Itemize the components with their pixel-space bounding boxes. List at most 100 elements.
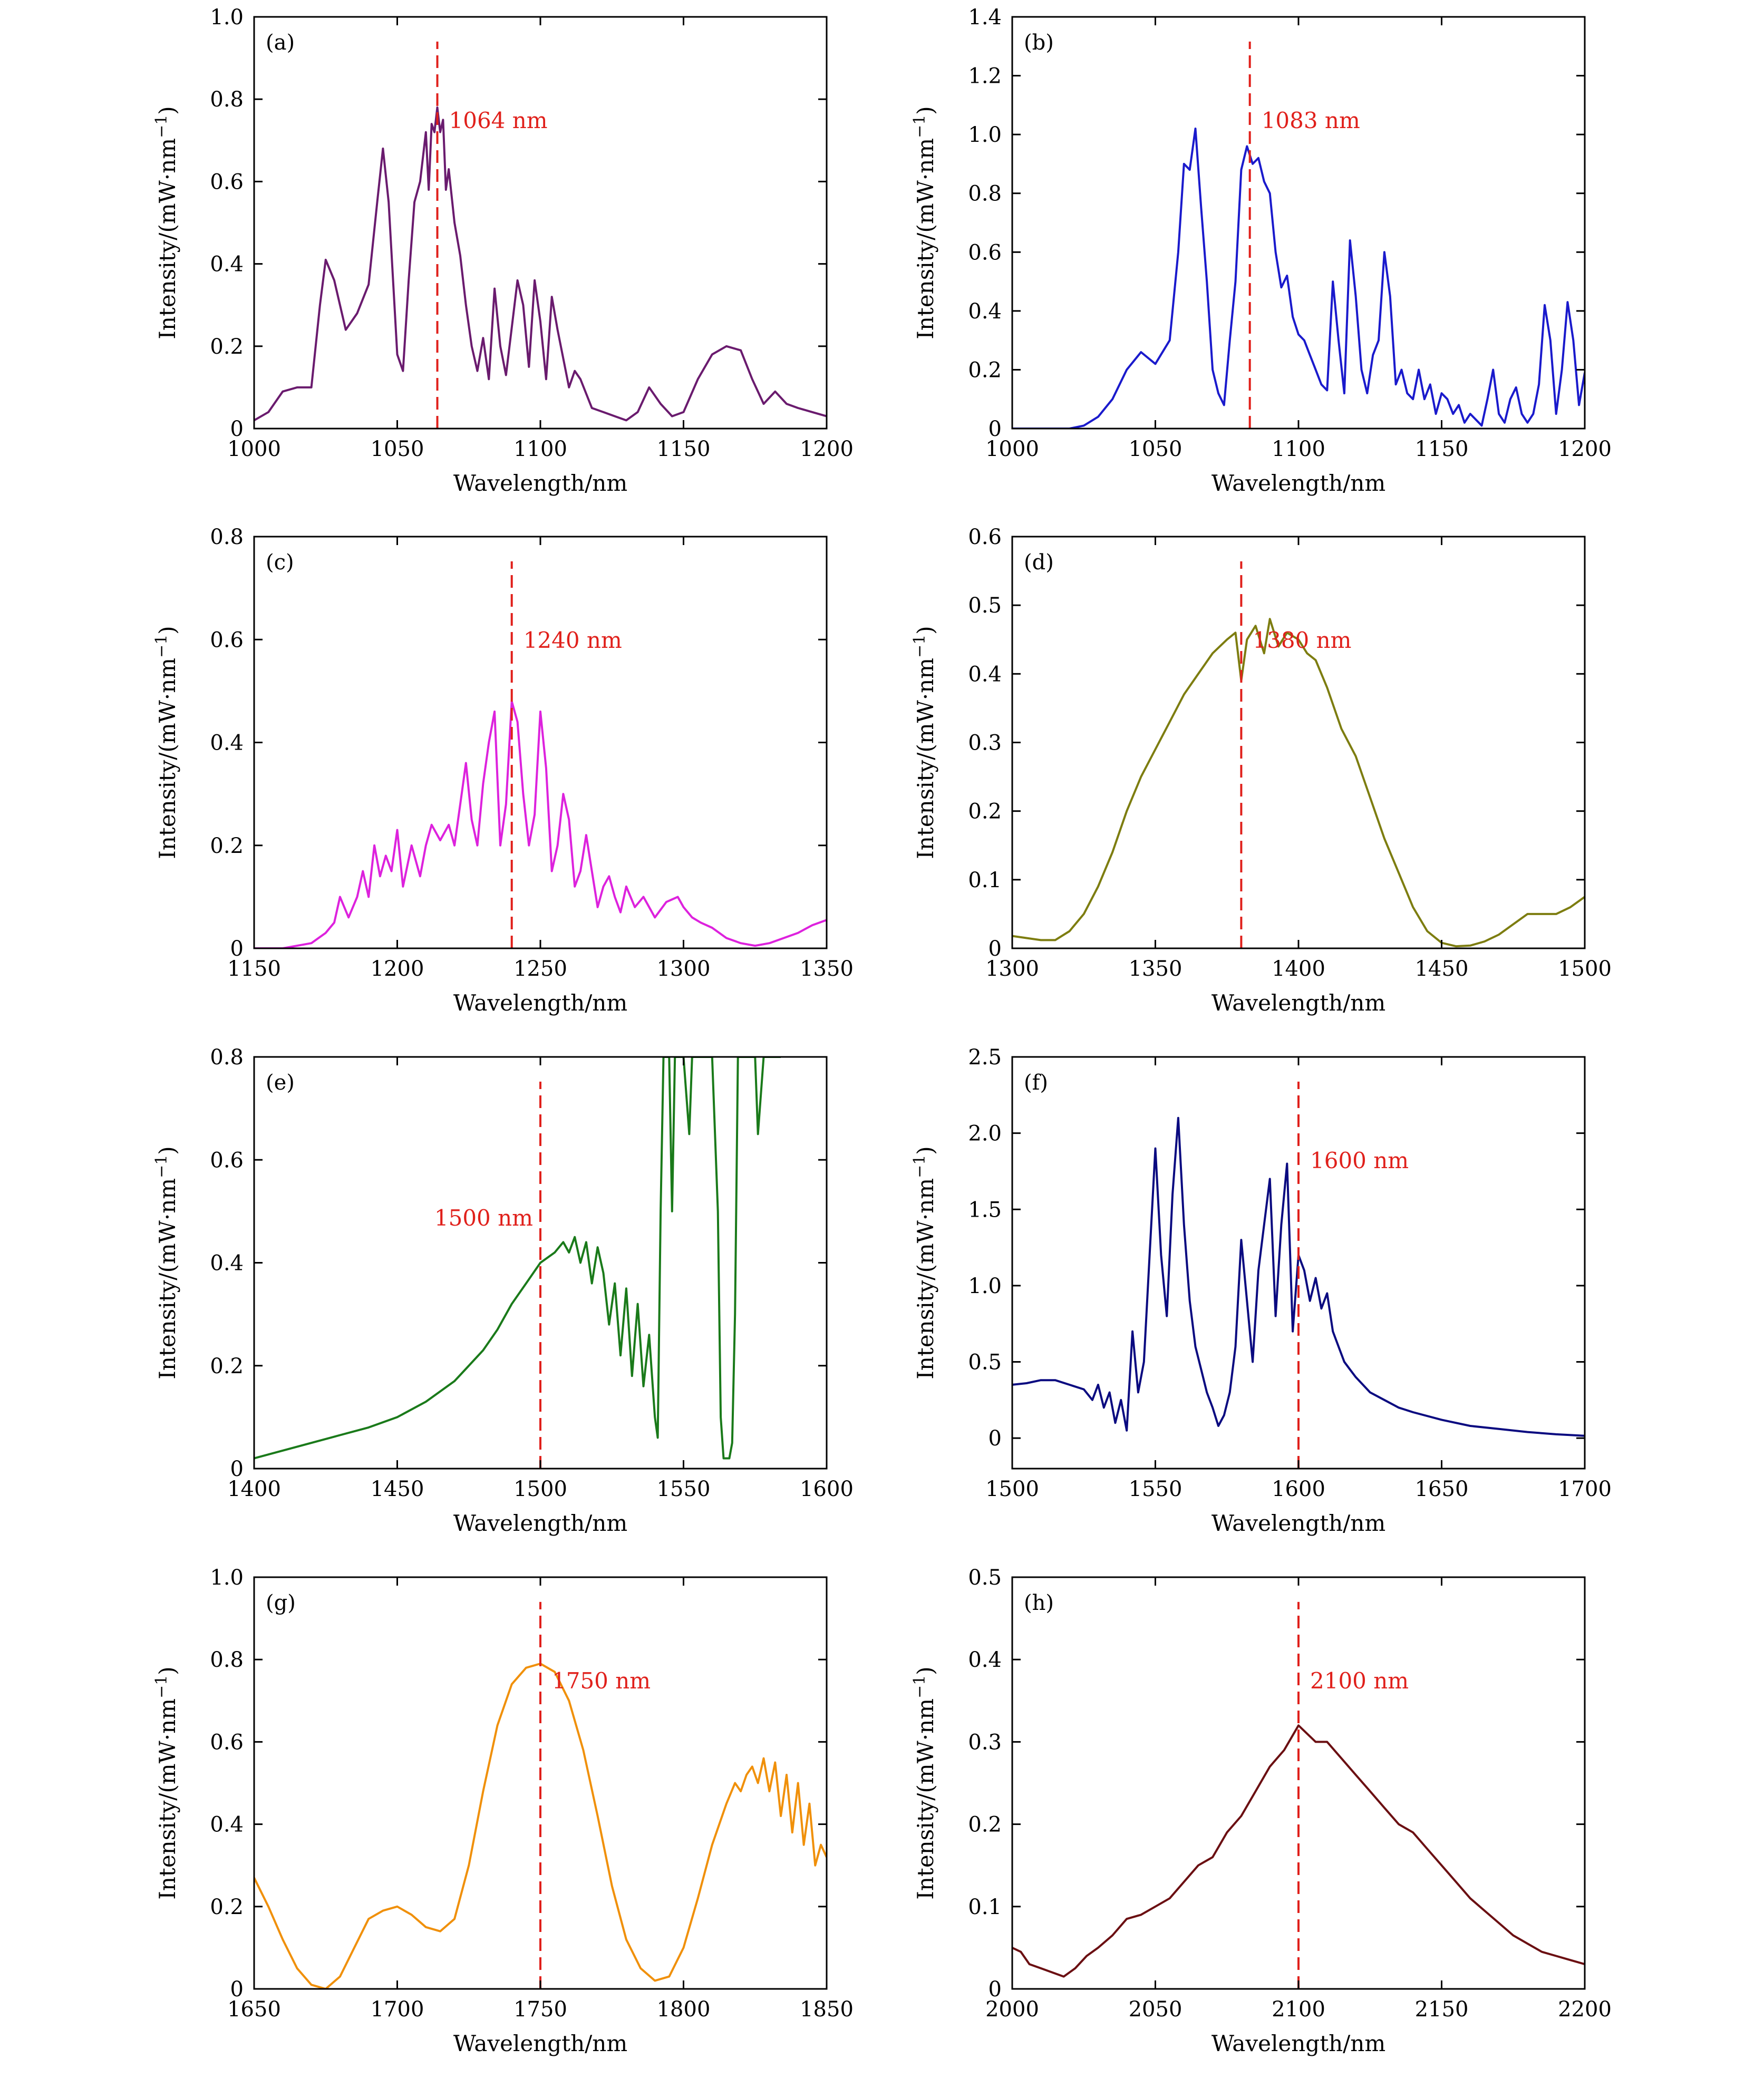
y-tick-label: 0	[230, 417, 244, 441]
y-tick-label: 0.5	[968, 1566, 1002, 1590]
y-tick-label: 0.6	[968, 240, 1002, 265]
y-axis-title-main: Intensity/(mW·nm	[913, 658, 938, 859]
x-tick-label: 1200	[800, 437, 854, 461]
y-tick-label: 0.4	[968, 1648, 1002, 1672]
chart-panel-c: 1240 nm (c) 1150 1200 1250 1300 1350 0 0.2 0.4 0.6…	[152, 525, 854, 1016]
y-tick-label: 0.8	[210, 525, 244, 549]
x-tick-label: 1100	[1272, 437, 1325, 461]
y-tick-label: 1.4	[968, 5, 1002, 30]
peak-label: 1500 nm	[434, 1205, 533, 1231]
x-tick-label: 1150	[1415, 437, 1469, 461]
x-tick-label: 1650	[1415, 1477, 1469, 1501]
y-tick-label: 0.6	[210, 628, 244, 652]
x-tick-label: 1400	[1272, 957, 1325, 981]
y-tick-label: 0.1	[968, 868, 1002, 892]
y-axis-title-sup: −1	[910, 1155, 929, 1178]
y-tick-label: 0.2	[968, 1813, 1002, 1837]
y-tick-label: 0.6	[210, 170, 244, 194]
y-tick-label: 0.2	[210, 335, 244, 359]
y-axis-title-main: Intensity/(mW·nm	[154, 1698, 180, 1900]
y-tick-label: 0	[988, 937, 1002, 961]
y-tick-label: 0.3	[968, 1730, 1002, 1754]
x-tick-label: 1500	[1558, 957, 1612, 981]
y-axis-title-close: )	[154, 106, 180, 114]
x-tick-label: 1150	[657, 437, 711, 461]
chart-panel-e: 1500 nm (e) 1400 1450 1500 1550 1600 0 0.2 0.4 0.6…	[152, 1045, 854, 1536]
y-tick-label: 0	[230, 1457, 244, 1481]
peak-label: 1750 nm	[552, 1668, 651, 1694]
y-axis-title: Intensity/(mW·nm−1)	[910, 1666, 938, 1899]
y-axis-title-sup: −1	[152, 115, 171, 138]
y-axis-title-close: )	[913, 106, 938, 114]
y-axis-title-main: Intensity/(mW·nm	[913, 1178, 938, 1380]
y-axis-title-close: )	[154, 1146, 180, 1154]
panel-label: (c)	[266, 550, 294, 575]
y-tick-label: 1.0	[210, 5, 244, 30]
peak-label: 1240 nm	[524, 627, 622, 653]
y-tick-label: 0.2	[968, 358, 1002, 382]
x-tick-label: 1200	[1558, 437, 1612, 461]
chart-panel-g: 1750 nm (g) 1650 1700 1750 1800 1850 0 0.2 0.4 0.6…	[152, 1566, 854, 2056]
x-tick-label: 2150	[1415, 1997, 1469, 2022]
y-tick-label: 0.3	[968, 731, 1002, 755]
y-axis-title-close: )	[154, 626, 180, 634]
y-tick-label: 0.4	[210, 1251, 244, 1276]
x-tick-label: 2050	[1129, 1997, 1183, 2022]
y-tick-label: 2.5	[968, 1045, 1002, 1070]
y-axis-title-main: Intensity/(mW·nm	[913, 138, 938, 339]
series-line	[254, 700, 827, 948]
plot-frame	[253, 16, 828, 430]
y-tick-label: 0	[988, 1426, 1002, 1451]
y-tick-label: 0.8	[968, 182, 1002, 206]
y-tick-label: 0.8	[210, 1045, 244, 1070]
y-tick-label: 0.5	[968, 594, 1002, 618]
x-tick-label: 1700	[371, 1997, 424, 2022]
panel-label: (h)	[1024, 1591, 1054, 1615]
panel-label: (b)	[1024, 31, 1054, 55]
y-axis-title: Intensity/(mW·nm−1)	[910, 1146, 938, 1379]
y-axis-title-sup: −1	[152, 1675, 171, 1698]
series-line	[1012, 1116, 1585, 1437]
x-tick-label: 1050	[371, 437, 424, 461]
y-tick-label: 0.6	[210, 1148, 244, 1172]
series-line	[1012, 618, 1585, 948]
x-tick-label: 1600	[800, 1477, 854, 1501]
series-line	[254, 1663, 827, 1989]
y-tick-label: 0.6	[210, 1730, 244, 1754]
peak-label: 1600 nm	[1310, 1148, 1409, 1173]
y-axis-title-main: Intensity/(mW·nm	[154, 138, 180, 339]
x-tick-label: 2200	[1558, 1997, 1612, 2022]
x-tick-label: 1400	[227, 1477, 281, 1501]
y-tick-label: 0.5	[968, 1351, 1002, 1375]
y-axis-title-close: )	[154, 1666, 180, 1675]
peak-label: 1083 nm	[1262, 108, 1360, 133]
y-axis-title-sup: −1	[910, 115, 929, 138]
x-axis-title: Wavelength/nm	[453, 470, 627, 496]
x-tick-label: 1100	[513, 437, 567, 461]
y-axis-title: Intensity/(mW·nm−1)	[152, 106, 180, 339]
peak-label: 1380 nm	[1253, 627, 1351, 653]
x-tick-label: 1650	[227, 1997, 281, 2022]
y-tick-label: 0.8	[210, 88, 244, 112]
y-axis-title: Intensity/(mW·nm−1)	[152, 1146, 180, 1379]
y-tick-label: 0	[230, 937, 244, 961]
x-tick-label: 1850	[800, 1997, 854, 2022]
y-tick-label: 0.4	[968, 662, 1002, 686]
x-tick-label: 1750	[513, 1997, 567, 2022]
y-axis-title-sup: −1	[152, 1155, 171, 1178]
y-tick-label: 0.4	[210, 1813, 244, 1837]
x-axis-title: Wavelength/nm	[453, 1510, 627, 1536]
y-tick-label: 0.2	[210, 1354, 244, 1378]
series-line	[1012, 128, 1585, 429]
x-tick-label: 1500	[513, 1477, 567, 1501]
x-tick-label: 1350	[1129, 957, 1183, 981]
y-axis-title-sup: −1	[152, 635, 171, 658]
x-tick-label: 1450	[371, 1477, 424, 1501]
panel-label: (g)	[266, 1591, 296, 1615]
panel-label: (a)	[266, 31, 295, 55]
y-axis-title: Intensity/(mW·nm−1)	[910, 106, 938, 339]
x-tick-label: 1300	[985, 957, 1039, 981]
x-tick-label: 2000	[985, 1997, 1039, 2022]
y-tick-label: 1.0	[210, 1566, 244, 1590]
x-tick-label: 1050	[1129, 437, 1183, 461]
